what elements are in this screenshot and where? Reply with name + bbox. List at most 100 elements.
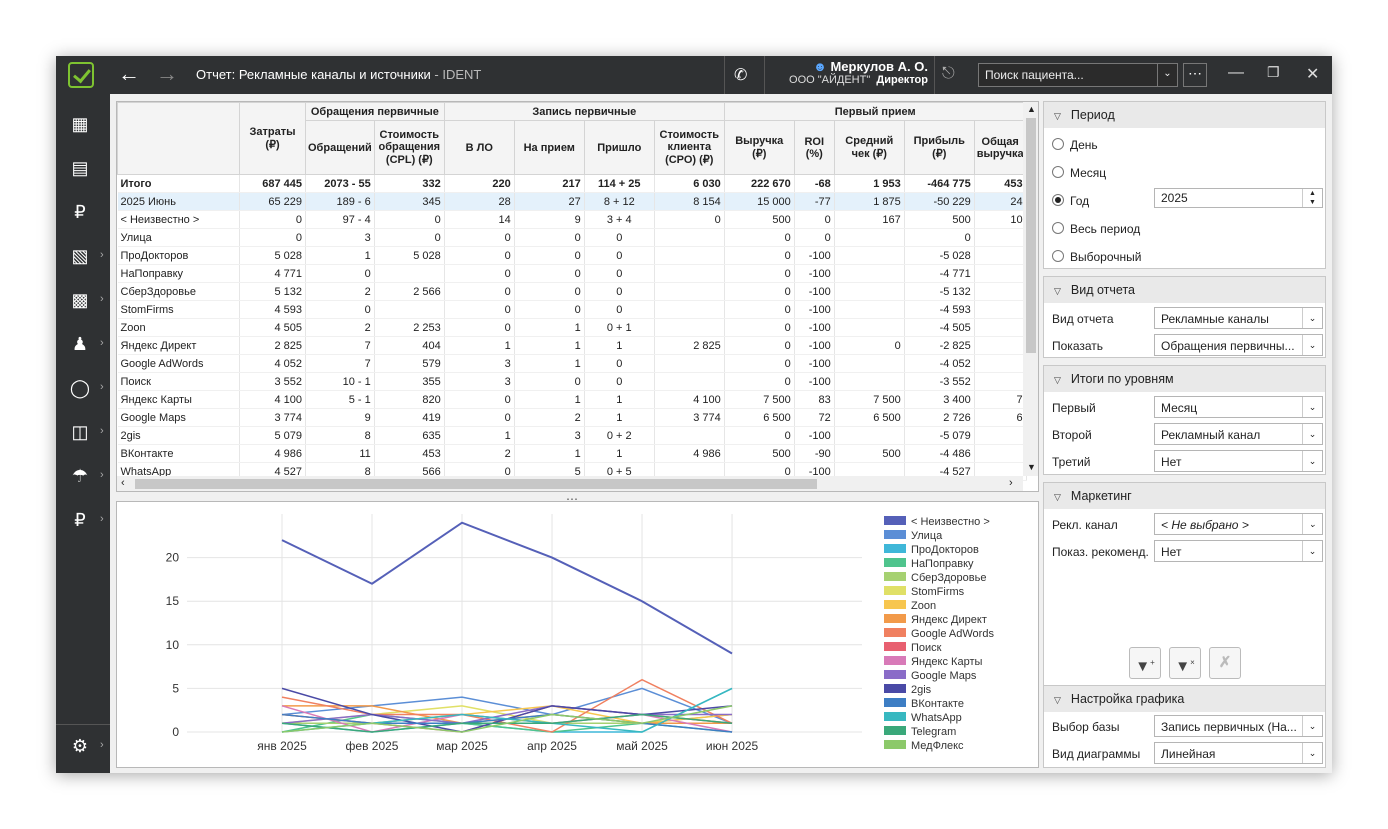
filter-add-icon[interactable]: ▼+ <box>1129 647 1161 679</box>
column-header[interactable]: Общая выручка <box>973 120 1027 175</box>
series-line <box>281 705 733 725</box>
table-cell: 7 <box>305 354 375 373</box>
table-row[interactable]: < Неизвестно >0 97 - 4 0 14 9 3 + 4 0 500 0 167 50… <box>117 210 1027 229</box>
chart-icon[interactable]: ▩ <box>71 290 89 310</box>
forward-arrow-icon[interactable]: → <box>156 61 178 86</box>
minimize-icon[interactable]: — <box>1228 64 1244 81</box>
documents-icon[interactable]: ◫ <box>71 422 89 442</box>
column-header[interactable]: Обращений <box>305 120 375 175</box>
table-cell: Улица <box>117 228 240 247</box>
channel-select[interactable]: < Не выбрано > ⌄ <box>1154 513 1323 535</box>
calendar-icon[interactable]: ▦ <box>71 114 89 134</box>
chart-type-select[interactable]: Линейная ⌄ <box>1154 742 1323 764</box>
column-header[interactable]: В ЛО <box>443 120 515 175</box>
close-icon[interactable]: ✕ <box>1306 66 1320 83</box>
money-icon[interactable]: ₽ <box>74 510 86 530</box>
levels-header[interactable]: ▽ Итоги по уровням <box>1044 366 1325 392</box>
table-row[interactable]: ПроДокторов 5 028 1 5 028 0 0 0 0 -100 -5 028 <box>117 246 1027 265</box>
period-header[interactable]: ▽ Период <box>1044 102 1325 128</box>
phone-icon[interactable]: ✆ <box>734 67 748 84</box>
view-header[interactable]: ▽ Вид отчета <box>1044 277 1325 303</box>
legend-label: 2gis <box>911 684 932 696</box>
marketing-header[interactable]: ▽ Маркетинг <box>1044 483 1325 509</box>
chevron-down-icon[interactable]: ▼ <box>1027 462 1036 472</box>
table-row[interactable]: Поиск 3 552 10 - 1 355 3 0 0 0 -100 -3 552 <box>117 372 1027 391</box>
table-row[interactable]: ВКонтакте 4 986 11 453 2 1 1 4 986 500 -90 500 -4 4… <box>117 444 1027 463</box>
table-cell: 4 100 <box>654 390 725 409</box>
clear-filter-icon[interactable]: ✗ <box>1209 647 1241 679</box>
chevron-up-icon[interactable]: ▲ <box>1027 104 1036 114</box>
more-icon[interactable]: ⋯ <box>1183 63 1207 87</box>
column-header[interactable]: ROI (%) <box>793 120 835 175</box>
period-option-custom[interactable]: Выборочный <box>1052 250 1141 264</box>
column-header[interactable]: Затраты (₽) <box>239 102 306 175</box>
table-row[interactable]: Яндекс Карты 4 100 5 - 1 820 0 1 1 4 100 7 500 83… <box>117 390 1027 409</box>
period-option-year[interactable]: Год <box>1052 194 1089 208</box>
legend-label: Google AdWords <box>911 628 994 640</box>
first-level-select[interactable]: Месяц ⌄ <box>1154 396 1323 418</box>
table-row[interactable]: 2025 Июнь 65 229 189 - 6 345 28 27 8 + 12 8 154… <box>117 192 1027 211</box>
table-row[interactable]: Google Maps 3 774 9 419 0 2 1 3 774 6 500 72 6 500… <box>117 408 1027 427</box>
column-header[interactable]: Пришло <box>583 120 655 175</box>
chevron-right-icon[interactable]: › <box>1009 477 1013 489</box>
column-header[interactable]: Стоимость клиента (СРО) (₽) <box>653 120 725 175</box>
total-row[interactable]: Итого 687 445 2073 - 55 332 220 217 114 + 25 6 … <box>117 174 1027 193</box>
tooth-icon[interactable]: ◯ <box>69 378 91 398</box>
table-row[interactable]: НаПоправку 4 771 0 0 0 0 0 -100 -4 771 <box>117 264 1027 283</box>
chart-settings-header[interactable]: ▽ Настройка графика <box>1044 686 1325 712</box>
table-row[interactable]: StomFirms 4 593 0 0 0 0 0 -100 -4 593 <box>117 300 1027 319</box>
patient-search-input[interactable]: Поиск пациента... ⌄ <box>978 63 1178 87</box>
filter-remove-icon[interactable]: ▼× <box>1169 647 1201 679</box>
table-row[interactable]: Zoon 4 505 2 2 253 0 1 0 + 1 0 -100 -4 505 <box>117 318 1027 337</box>
horizontal-scrollbar[interactable]: ‹ › <box>117 476 1023 491</box>
table-row[interactable]: Яндекс Директ 2 825 7 404 1 1 1 2 825 0 -100 0 -2 8… <box>117 336 1027 355</box>
column-header[interactable]: Выручка (₽) <box>723 120 795 175</box>
people-icon[interactable]: ♟ <box>71 334 89 354</box>
table-row[interactable]: Google AdWords 4 052 7 579 3 1 0 0 -100 -4 052 <box>117 354 1027 373</box>
back-arrow-icon[interactable]: ← <box>118 61 140 86</box>
view-type-select[interactable]: Рекламные каналы ⌄ <box>1154 307 1323 329</box>
restore-icon[interactable]: ❐ <box>1267 64 1280 80</box>
column-header[interactable]: Стоимость обращения (CPL) (₽) <box>373 120 445 175</box>
table-row[interactable]: Улица 0 3 0 0 0 0 0 0 0 <box>117 228 1027 247</box>
chevron-left-icon[interactable]: ‹ <box>121 477 125 489</box>
table-cell: 0 <box>514 228 585 247</box>
ruble-icon[interactable]: ₽ <box>74 202 86 222</box>
year-input[interactable]: 2025 ▲ ▼ <box>1154 188 1323 208</box>
schedule-icon[interactable]: ▤ <box>71 158 89 178</box>
table-cell: -100 <box>794 372 835 391</box>
scroll-thumb[interactable] <box>135 479 817 489</box>
show-select[interactable]: Обращения первичны... ⌄ <box>1154 334 1323 356</box>
scroll-thumb[interactable] <box>1026 118 1036 353</box>
spinner-icon[interactable]: ▲ ▼ <box>1302 189 1322 207</box>
table-cell: 4 593 <box>239 300 306 319</box>
period-option-day[interactable]: День <box>1052 138 1098 152</box>
building-icon[interactable]: ▧ <box>71 246 89 266</box>
column-header[interactable]: Прибыль (₽) <box>903 120 975 175</box>
chevron-down-icon[interactable]: ⌄ <box>1157 64 1177 86</box>
second-level-select[interactable]: Рекламный канал ⌄ <box>1154 423 1323 445</box>
table-cell: 2 566 <box>374 282 445 301</box>
table-row[interactable]: СберЗдоровье 5 132 2 2 566 0 0 0 0 -100 -5 132 <box>117 282 1027 301</box>
column-header[interactable]: На прием <box>513 120 585 175</box>
base-select[interactable]: Запись первичных (На... ⌄ <box>1154 715 1323 737</box>
series-line <box>281 687 733 724</box>
recommend-select[interactable]: Нет ⌄ <box>1154 540 1323 562</box>
column-header[interactable]: Средний чек (₽) <box>833 120 905 175</box>
table-row[interactable]: 2gis 5 079 8 635 1 3 0 + 2 0 -100 -5 079 <box>117 426 1027 445</box>
user-info[interactable]: ☻ Меркулов А. О. ООО "АЙДЕНТ" Директор <box>768 59 928 86</box>
period-option-month[interactable]: Месяц <box>1052 166 1106 180</box>
table-cell: 72 <box>794 408 835 427</box>
legend-label: Улица <box>911 530 943 542</box>
table-cell: 0 <box>584 282 655 301</box>
app-logo-icon[interactable] <box>68 62 94 88</box>
umbrella-icon[interactable]: ☂ <box>71 466 89 486</box>
third-level-label: Третий <box>1052 455 1091 469</box>
third-level-select[interactable]: Нет ⌄ <box>1154 450 1323 472</box>
period-option-all[interactable]: Весь период <box>1052 222 1140 236</box>
series-line <box>281 705 733 733</box>
vertical-scrollbar[interactable]: ▲ ▼ <box>1023 102 1038 476</box>
collapse-icon: ▽ <box>1054 111 1061 121</box>
logout-icon[interactable]: ⎋ <box>942 65 955 82</box>
settings-icon[interactable]: ⚙ <box>71 736 89 756</box>
